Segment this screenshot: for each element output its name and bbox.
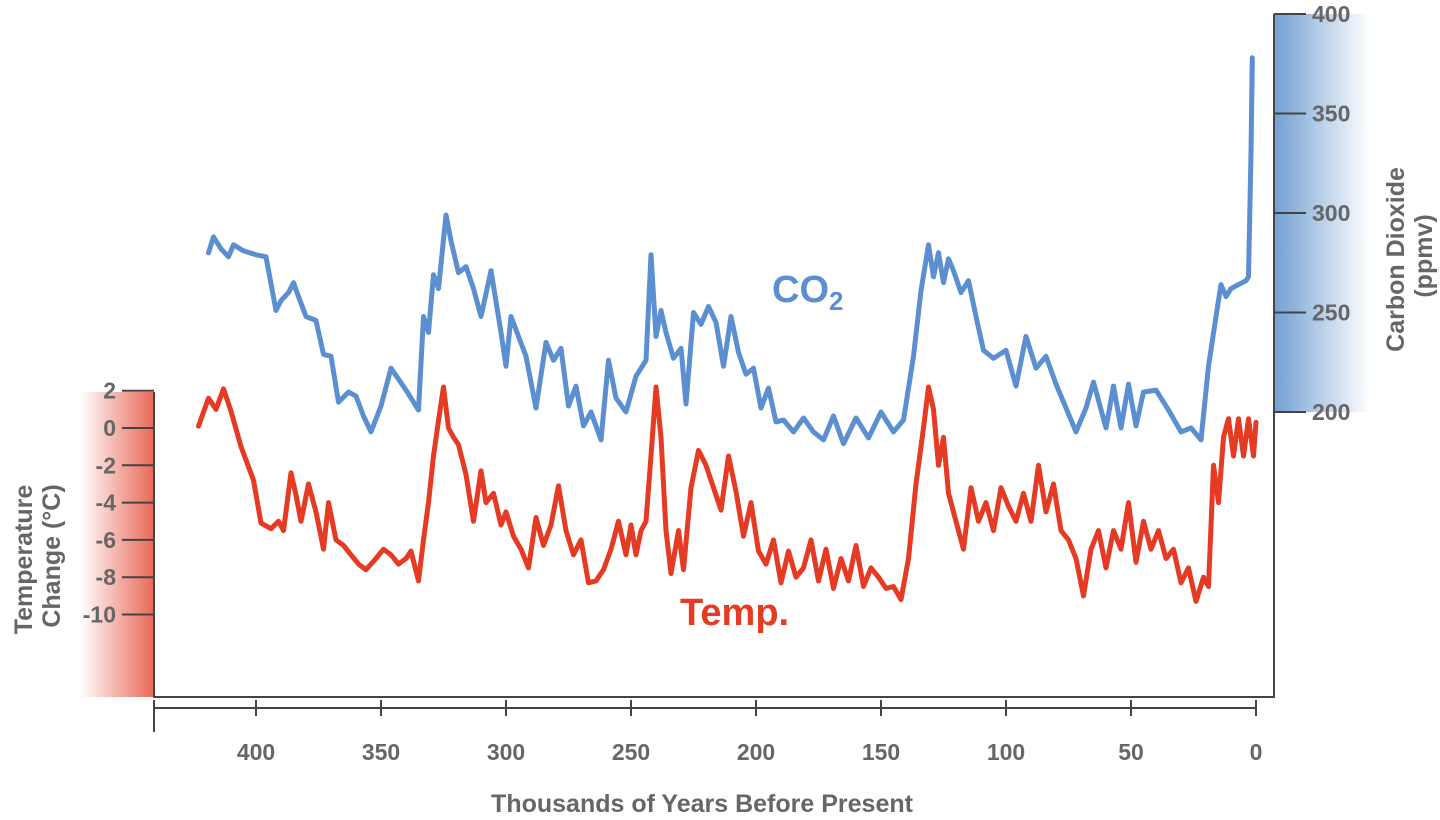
plot-frame	[153, 14, 1275, 698]
temperature-series-label: Temp.	[680, 592, 789, 634]
temperature-axis-band	[80, 392, 154, 697]
x-axis-title: Thousands of Years Before Present	[491, 790, 914, 818]
x-tick-label: 150	[862, 739, 900, 765]
x-tick-label: 350	[362, 739, 400, 765]
x-tick-label: 400	[237, 739, 275, 765]
temp-tick-label: -8	[96, 564, 117, 590]
x-tick-label: 100	[987, 739, 1025, 765]
right-axis-ticks: 400 350 300 250 200	[1274, 1, 1350, 425]
right-axis-title: Carbon Dioxide (ppmv)	[1382, 160, 1438, 352]
x-tick-label: 200	[737, 739, 775, 765]
co2-tick-label: 400	[1312, 1, 1350, 27]
left-axis-ticks: 2 0 -2 -4 -6 -8 -10	[83, 378, 154, 628]
temp-tick-label: 0	[103, 415, 116, 441]
co2-tick-label: 200	[1312, 399, 1350, 425]
temp-tick-label: -2	[96, 452, 116, 478]
x-tick-label: 50	[1118, 739, 1144, 765]
temp-tick-label: -6	[96, 527, 116, 553]
left-axis-title: Temperature Change (°C)	[10, 478, 66, 635]
co2-tick-label: 300	[1312, 200, 1350, 226]
co2-series-line	[206, 55, 1255, 447]
x-tick-label: 250	[612, 739, 650, 765]
temp-tick-label: -10	[83, 602, 116, 628]
x-tick-label: 300	[487, 739, 525, 765]
co2-tick-label: 250	[1312, 300, 1350, 326]
x-tick-label: 0	[1250, 739, 1263, 765]
temp-tick-label: 2	[103, 378, 116, 404]
temp-tick-label: -4	[96, 490, 117, 516]
x-axis-ticks: 400 350 300 250 200 150 100 50 0	[153, 700, 1263, 765]
temperature-series-line	[196, 384, 1259, 604]
co2-series-label: CO2	[772, 269, 843, 316]
co2-tick-label: 350	[1312, 101, 1350, 127]
